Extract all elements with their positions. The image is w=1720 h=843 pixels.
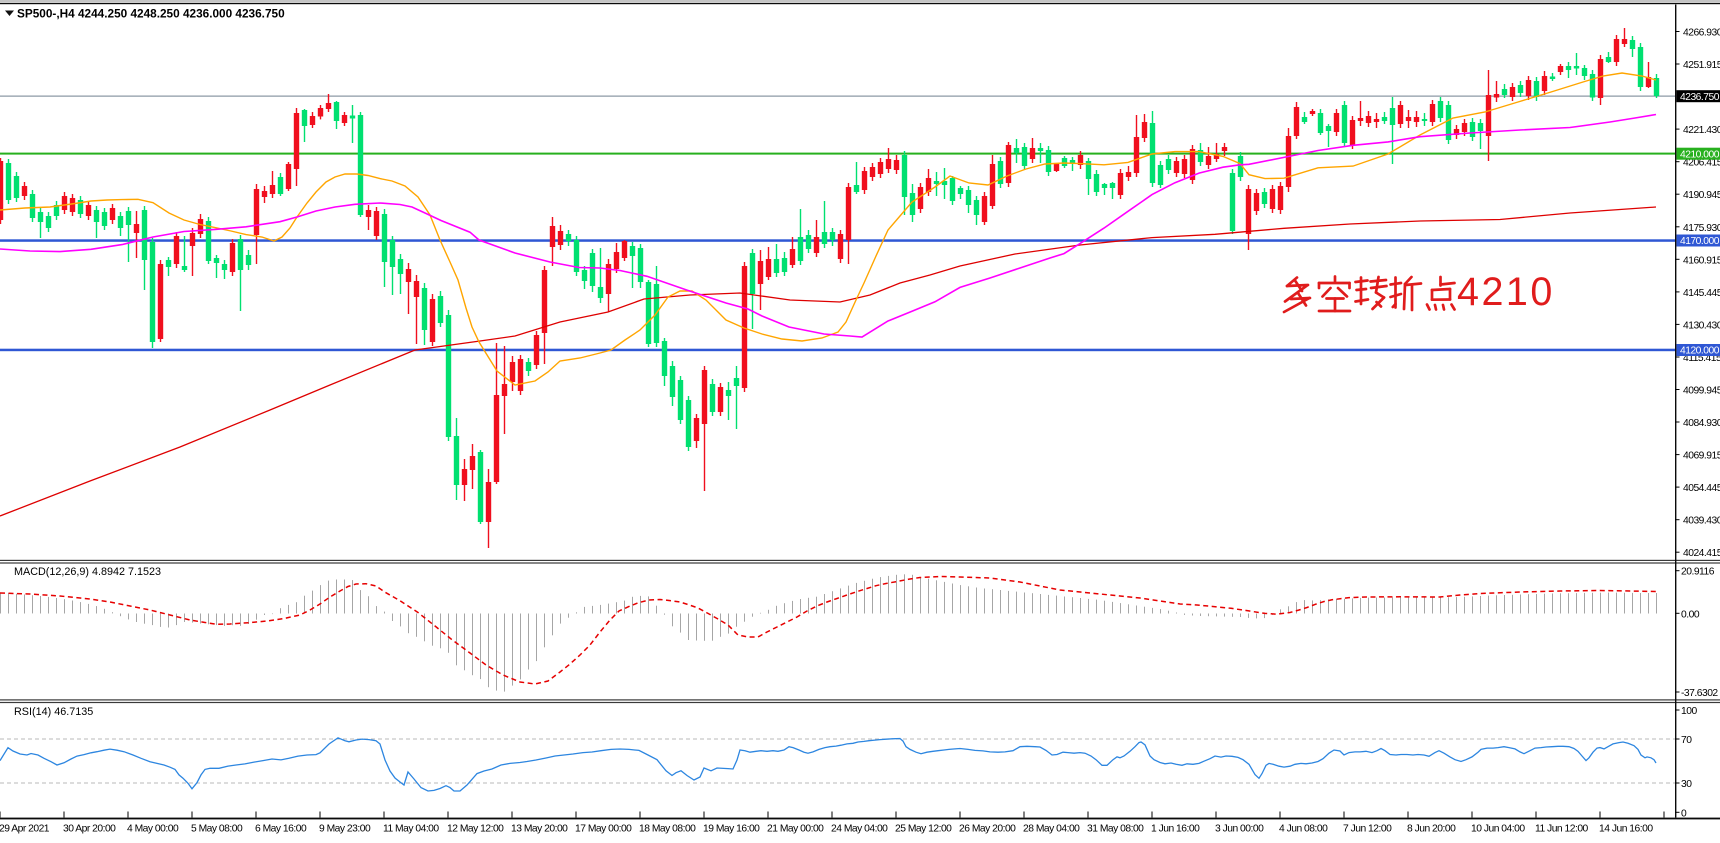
svg-text:4190.945: 4190.945 xyxy=(1683,190,1720,201)
svg-text:0: 0 xyxy=(1681,808,1687,819)
svg-text:-37.6302: -37.6302 xyxy=(1681,688,1718,699)
svg-text:4099.945: 4099.945 xyxy=(1683,386,1720,397)
svg-text:4210: 4210 xyxy=(1457,270,1555,314)
svg-text:30 Apr 20:00: 30 Apr 20:00 xyxy=(63,824,116,835)
svg-text:4130.430: 4130.430 xyxy=(1683,320,1720,331)
svg-text:30: 30 xyxy=(1681,779,1692,790)
svg-text:4039.430: 4039.430 xyxy=(1683,516,1720,527)
svg-text:10 Jun 04:00: 10 Jun 04:00 xyxy=(1471,824,1525,835)
svg-text:4145.445: 4145.445 xyxy=(1683,288,1720,299)
svg-text:4054.445: 4054.445 xyxy=(1683,483,1720,494)
svg-text:4024.415: 4024.415 xyxy=(1683,548,1720,559)
svg-text:6 May 16:00: 6 May 16:00 xyxy=(255,824,307,835)
svg-text:18 May 08:00: 18 May 08:00 xyxy=(639,824,696,835)
svg-text:SP500-,H4 4244.250 4248.250 4: SP500-,H4 4244.250 4248.250 4236.000 423… xyxy=(17,7,285,21)
svg-text:5 May 08:00: 5 May 08:00 xyxy=(191,824,243,835)
svg-text:4236.750: 4236.750 xyxy=(1680,92,1720,103)
svg-text:4160.915: 4160.915 xyxy=(1683,255,1720,266)
svg-text:24 May 04:00: 24 May 04:00 xyxy=(831,824,888,835)
svg-text:4175.930: 4175.930 xyxy=(1683,223,1720,234)
svg-text:21 May 00:00: 21 May 00:00 xyxy=(767,824,824,835)
svg-text:11 May 04:00: 11 May 04:00 xyxy=(383,824,439,835)
svg-text:4084.930: 4084.930 xyxy=(1683,418,1720,429)
svg-text:8 Jun 20:00: 8 Jun 20:00 xyxy=(1407,824,1456,835)
svg-text:1 Jun 16:00: 1 Jun 16:00 xyxy=(1151,824,1200,835)
svg-text:7 Jun 12:00: 7 Jun 12:00 xyxy=(1343,824,1392,835)
svg-text:4266.930: 4266.930 xyxy=(1683,28,1720,39)
svg-text:4221.430: 4221.430 xyxy=(1683,125,1720,136)
svg-text:100: 100 xyxy=(1681,706,1697,717)
svg-text:4210.000: 4210.000 xyxy=(1680,149,1720,160)
svg-text:11 Jun 12:00: 11 Jun 12:00 xyxy=(1535,824,1589,835)
svg-text:RSI(14) 46.7135: RSI(14) 46.7135 xyxy=(14,706,93,718)
svg-text:14 Jun 16:00: 14 Jun 16:00 xyxy=(1599,824,1653,835)
svg-text:4069.915: 4069.915 xyxy=(1683,451,1720,462)
svg-text:12 May 12:00: 12 May 12:00 xyxy=(447,824,504,835)
svg-text:13 May 20:00: 13 May 20:00 xyxy=(511,824,568,835)
svg-text:17 May 00:00: 17 May 00:00 xyxy=(575,824,632,835)
svg-text:4 May 00:00: 4 May 00:00 xyxy=(127,824,179,835)
svg-text:20.9116: 20.9116 xyxy=(1681,567,1715,578)
svg-text:31 May 08:00: 31 May 08:00 xyxy=(1087,824,1144,835)
svg-text:3 Jun 00:00: 3 Jun 00:00 xyxy=(1215,824,1264,835)
svg-text:0.00: 0.00 xyxy=(1681,609,1700,620)
svg-text:4120.000: 4120.000 xyxy=(1680,346,1720,357)
svg-text:28 May 04:00: 28 May 04:00 xyxy=(1023,824,1080,835)
svg-text:4 Jun 08:00: 4 Jun 08:00 xyxy=(1279,824,1328,835)
svg-text:26 May 20:00: 26 May 20:00 xyxy=(959,824,1016,835)
svg-text:9 May 23:00: 9 May 23:00 xyxy=(319,824,371,835)
svg-text:4170.000: 4170.000 xyxy=(1680,236,1720,247)
svg-text:MACD(12,26,9) 4.8942 7.1523: MACD(12,26,9) 4.8942 7.1523 xyxy=(14,566,161,578)
svg-text:4251.915: 4251.915 xyxy=(1683,60,1720,71)
svg-text:25 May 12:00: 25 May 12:00 xyxy=(895,824,952,835)
svg-text:19 May 16:00: 19 May 16:00 xyxy=(703,824,760,835)
svg-text:70: 70 xyxy=(1681,735,1692,746)
svg-text:29 Apr 2021: 29 Apr 2021 xyxy=(0,824,50,835)
